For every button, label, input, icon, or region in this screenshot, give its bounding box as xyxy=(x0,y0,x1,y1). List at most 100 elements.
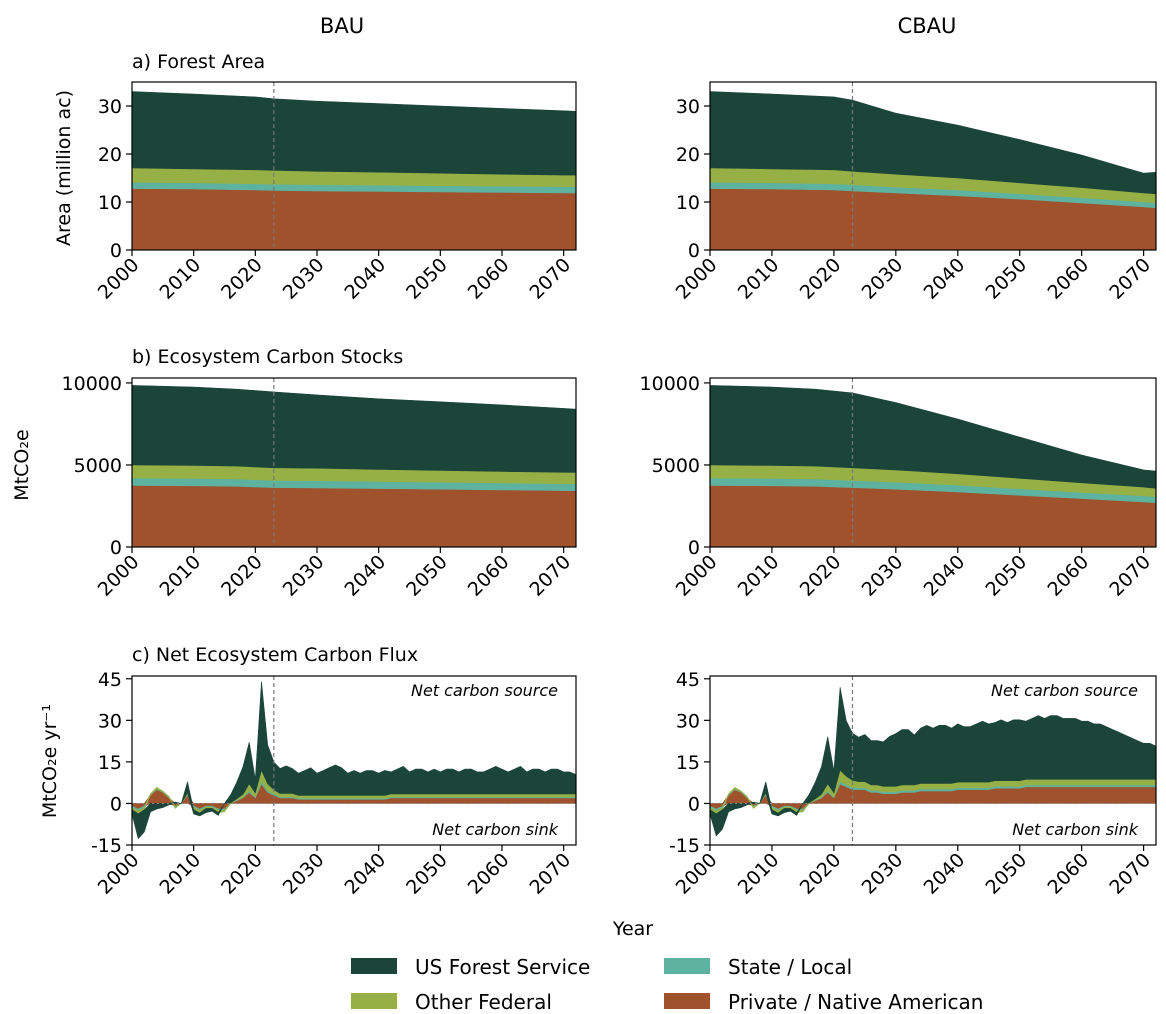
ylabel-flux: MtCO₂e yr⁻¹ xyxy=(39,704,61,818)
y-tick-label: 10000 xyxy=(640,373,700,395)
x-tick-label: 2060 xyxy=(464,254,514,304)
x-tick-label: 2020 xyxy=(217,849,267,899)
x-tick-label: 2020 xyxy=(217,254,267,304)
x-tick-label: 2070 xyxy=(1105,254,1155,304)
x-tick-label: 2040 xyxy=(340,849,390,899)
x-tick-label: 2060 xyxy=(464,849,514,899)
axes-frame xyxy=(131,377,577,548)
x-tick-label: 2020 xyxy=(796,254,846,304)
y-tick-label: 0 xyxy=(688,240,700,262)
column-title-cbau: CBAU xyxy=(898,14,957,38)
plot-area xyxy=(710,91,1156,250)
ylabel-stocks: MtCO₂e xyxy=(11,429,33,500)
annotation-net-carbon-source: Net carbon source xyxy=(411,681,558,700)
y-tick-label: 30 xyxy=(676,96,700,118)
x-tick-label: 2030 xyxy=(279,849,329,899)
x-tick-label: 2070 xyxy=(1105,551,1155,601)
axes-frame xyxy=(709,81,1157,251)
x-tick-label: 2040 xyxy=(920,849,970,899)
x-tick-label: 2050 xyxy=(982,551,1032,601)
x-tick-label: 2010 xyxy=(734,849,784,899)
x-tick-label: 2060 xyxy=(1043,849,1093,899)
x-tick-label: 2010 xyxy=(734,551,784,601)
y-tick-label: 15 xyxy=(676,752,700,774)
x-tick-label: 2050 xyxy=(982,254,1032,304)
plot-area xyxy=(710,385,1156,547)
x-tick-label: 2010 xyxy=(155,551,205,601)
legend-swatch-private-native-american xyxy=(664,993,710,1009)
panel-title-carbon-flux: c) Net Ecosystem Carbon Flux xyxy=(132,644,418,666)
area-series-private-native-american xyxy=(132,188,576,250)
y-tick-label: 45 xyxy=(98,669,122,691)
axes-frame xyxy=(131,81,577,251)
y-tick-label: 30 xyxy=(676,710,700,732)
plot-area xyxy=(132,91,576,250)
y-tick-label: 30 xyxy=(98,710,122,732)
annotation-net-carbon-sink: Net carbon sink xyxy=(432,820,558,839)
x-tick-label: 2040 xyxy=(920,551,970,601)
column-title-bau: BAU xyxy=(320,14,364,38)
legend-swatch-state-local xyxy=(664,958,710,974)
x-tick-label: 2030 xyxy=(279,254,329,304)
y-tick-label: 10 xyxy=(98,192,122,214)
axes-frame xyxy=(709,377,1157,548)
x-tick-label: 2030 xyxy=(858,849,908,899)
x-tick-label: 2050 xyxy=(402,849,452,899)
area-series-us-forest-service xyxy=(132,385,576,473)
area-series-us-forest-service xyxy=(132,91,576,176)
y-tick-label: 45 xyxy=(676,669,700,691)
x-tick-label: 2050 xyxy=(982,849,1032,899)
x-tick-label: 2020 xyxy=(796,849,846,899)
ylabel-area: Area (million ac) xyxy=(53,90,75,246)
y-tick-label: 0 xyxy=(688,793,700,815)
area-series-us-forest-service xyxy=(710,385,1156,489)
x-tick-label: 2040 xyxy=(920,254,970,304)
y-tick-label: 20 xyxy=(98,144,122,166)
y-tick-label: 20 xyxy=(676,144,700,166)
y-tick-label: 5000 xyxy=(74,455,122,477)
y-tick-label: 5000 xyxy=(652,455,700,477)
area-series-private-native-american xyxy=(132,485,576,547)
x-tick-label: 2020 xyxy=(796,551,846,601)
legend-swatch-other-federal xyxy=(351,993,397,1009)
legend-label-other-federal: Other Federal xyxy=(415,990,552,1014)
x-tick-label: 2050 xyxy=(402,254,452,304)
y-tick-label: 10000 xyxy=(62,373,122,395)
y-tick-label: 10 xyxy=(676,192,700,214)
y-tick-label: 0 xyxy=(110,537,122,559)
x-tick-label: 2010 xyxy=(155,254,205,304)
plot-area xyxy=(710,687,1156,837)
x-tick-label: 2070 xyxy=(525,254,575,304)
legend-swatch-us-forest-service xyxy=(351,958,397,974)
y-tick-label: -15 xyxy=(669,835,700,857)
x-tick-label: 2060 xyxy=(464,551,514,601)
panel-title-forest-area: a) Forest Area xyxy=(132,51,265,73)
y-tick-label: 15 xyxy=(98,752,122,774)
y-tick-label: 0 xyxy=(110,240,122,262)
x-tick-label: 2010 xyxy=(155,849,205,899)
legend-label-state-local: State / Local xyxy=(728,955,852,979)
xlabel-year: Year xyxy=(612,918,653,940)
y-tick-label: 30 xyxy=(98,96,122,118)
annotation-net-carbon-sink: Net carbon sink xyxy=(1012,820,1138,839)
y-tick-label: 0 xyxy=(688,537,700,559)
area-series-us-forest-service xyxy=(132,681,576,840)
axes-frame xyxy=(709,675,1157,846)
x-tick-label: 2030 xyxy=(858,551,908,601)
x-tick-label: 2020 xyxy=(217,551,267,601)
x-tick-label: 2040 xyxy=(340,254,390,304)
axes-frame xyxy=(131,675,577,846)
plot-area xyxy=(132,385,576,547)
area-series-us-forest-service xyxy=(710,687,1156,837)
x-tick-label: 2060 xyxy=(1043,254,1093,304)
x-tick-label: 2060 xyxy=(1043,551,1093,601)
y-tick-label: 0 xyxy=(110,793,122,815)
legend-label-private-native-american: Private / Native American xyxy=(728,990,983,1014)
panel-title-carbon-stocks: b) Ecosystem Carbon Stocks xyxy=(132,346,403,368)
